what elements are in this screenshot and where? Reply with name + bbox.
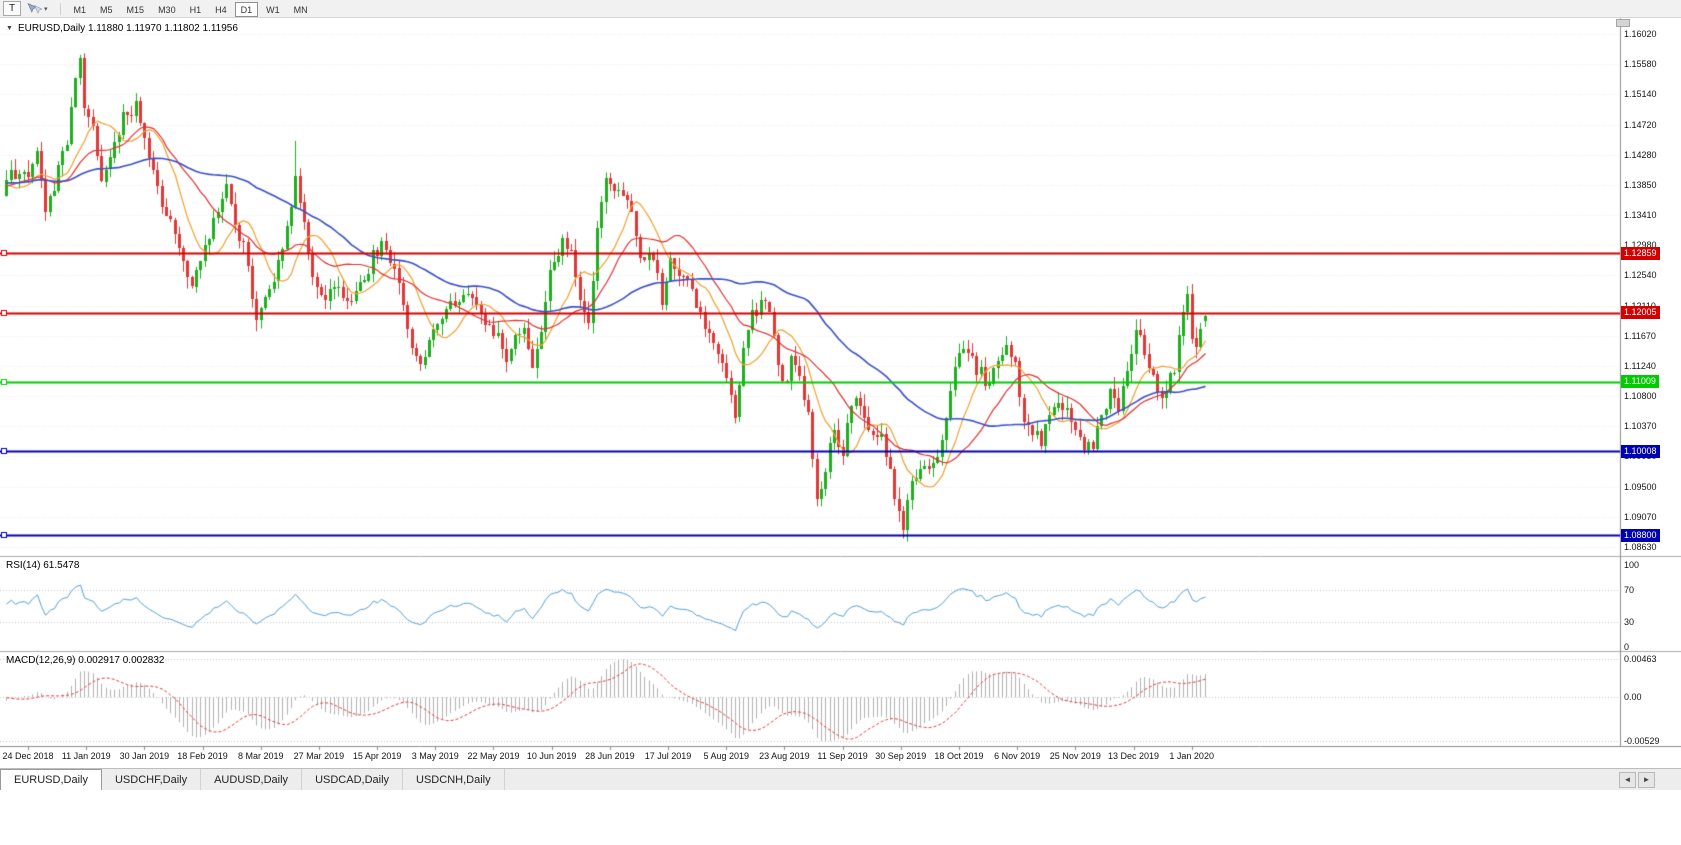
timeframe-button-h1[interactable]: H1: [184, 2, 208, 17]
date-label: 24 Dec 2018: [2, 751, 54, 761]
date-label: 5 Aug 2019: [703, 751, 749, 761]
cursor-tool-icon: [27, 3, 42, 14]
panel-splitter-rsi[interactable]: [0, 554, 1681, 559]
timeframe-button-m1[interactable]: M1: [68, 2, 93, 17]
price-tick-label: 1.14280: [1624, 149, 1657, 160]
price-tick-label: 1.08630: [1624, 542, 1657, 552]
price-tick-label: 1.12980: [1624, 240, 1657, 251]
chart-tab-bar: EURUSD,Daily USDCHF,Daily AUDUSD,Daily USDC…: [0, 768, 1681, 790]
date-label: 23 Aug 2019: [759, 751, 810, 761]
date-label: 15 Apr 2019: [352, 751, 402, 761]
chart-tab-eurusd[interactable]: EURUSD,Daily: [0, 769, 102, 790]
timeframe-button-w1[interactable]: W1: [260, 2, 286, 17]
price-line-tag[interactable]: 1.12859: [1621, 246, 1660, 260]
date-label: 13 Dec 2019: [1107, 751, 1160, 761]
date-label: 22 May 2019: [467, 751, 520, 761]
macd-level-label: 0.00463: [1624, 654, 1657, 664]
timeframe-button-m30[interactable]: M30: [152, 2, 182, 17]
price-line-tag[interactable]: 1.12005: [1621, 306, 1660, 320]
rsi-level-label: 0: [1624, 642, 1630, 652]
chart-tab-usdcad[interactable]: USDCAD,Daily: [302, 769, 404, 790]
chart-title: ▼ EURUSD,Daily 1.11880 1.11970 1.11802 1…: [6, 23, 238, 34]
date-label: 30 Jan 2019: [119, 751, 170, 761]
cursor-tool-button[interactable]: ▾: [27, 3, 48, 14]
panel-splitter-macd[interactable]: [0, 649, 1681, 654]
rsi-level-label: 70: [1624, 584, 1635, 595]
price-line-tag[interactable]: 1.11009: [1621, 375, 1659, 389]
chart-tab-audusd[interactable]: AUDUSD,Daily: [201, 769, 303, 790]
date-label: 27 Mar 2019: [293, 751, 345, 761]
price-tick-label: 1.10800: [1624, 391, 1657, 402]
timeframe-button-group: M1 M5 M15 M30 H1 H4 D1 W1 MN: [67, 0, 315, 18]
tab-scroll-left-button[interactable]: ◄: [1619, 771, 1636, 788]
date-label: 3 May 2019: [411, 751, 459, 761]
timeframe-button-m15[interactable]: M15: [121, 2, 151, 17]
timeframe-button-mn[interactable]: MN: [288, 2, 314, 17]
toolbar-t-button[interactable]: T: [3, 1, 21, 16]
price-tick-label: 1.16020: [1624, 29, 1657, 39]
collapse-arrow-icon[interactable]: ▼: [6, 25, 13, 32]
price-tick-label: 1.14720: [1624, 119, 1657, 130]
price-line-tag[interactable]: 1.08800: [1621, 528, 1660, 542]
dropdown-caret-icon: ▾: [44, 5, 48, 13]
price-tick-label: 1.13410: [1624, 210, 1657, 221]
price-line-tag[interactable]: 1.10008: [1621, 444, 1660, 458]
chart-tab-usdchf[interactable]: USDCHF,Daily: [101, 769, 202, 790]
date-label: 11 Jan 2019: [61, 751, 111, 761]
date-label: 18 Feb 2019: [177, 751, 228, 761]
rsi-level-label: 100: [1624, 560, 1640, 570]
date-label: 6 Nov 2019: [994, 751, 1041, 761]
rsi-level-label: 30: [1624, 617, 1635, 628]
price-tick-label: 1.15580: [1624, 59, 1657, 70]
price-tick-label: 1.12110: [1624, 301, 1656, 311]
price-tick-label: 1.11670: [1624, 330, 1656, 341]
timeframe-button-d1[interactable]: D1: [234, 2, 259, 17]
tabs-container: EURUSD,Daily USDCHF,Daily AUDUSD,Daily USDC…: [0, 769, 505, 790]
price-tick-label: 1.13850: [1624, 179, 1657, 190]
date-label: 25 Nov 2019: [1049, 751, 1101, 761]
date-label: 28 Jun 2019: [585, 751, 635, 761]
rsi-indicator-label: RSI(14) 61.5478: [6, 560, 80, 571]
macd-indicator-label: MACD(12,26,9) 0.002917 0.002832: [6, 655, 165, 666]
price-tick-label: 1.09070: [1624, 511, 1657, 522]
date-label: 30 Sep 2019: [875, 751, 927, 761]
date-label: 11 Sep 2019: [817, 751, 868, 761]
timeframe-button-h4[interactable]: H4: [209, 2, 233, 17]
price-tick-label: 1.12540: [1624, 270, 1657, 281]
toolbar: T ▾ M1 M5 M15 M30 H1 H4 D1 W1 MN: [0, 0, 1681, 18]
date-label: 18 Oct 2019: [934, 751, 984, 761]
chart-tab-usdcnh[interactable]: USDCNH,Daily: [403, 769, 505, 790]
timeframe-button-m5[interactable]: M5: [94, 2, 119, 17]
date-label: 17 Jul 2019: [644, 751, 692, 761]
chart-title-text: EURUSD,Daily 1.11880 1.11970 1.11802 1.1…: [17, 23, 238, 34]
macd-level-label: -0.00529: [1624, 736, 1660, 746]
scale-scroll-thumb[interactable]: [1616, 19, 1630, 27]
toolbar-separator: [59, 2, 61, 15]
date-label: 10 Jun 2019: [526, 751, 577, 761]
tab-scroll-right-button[interactable]: ►: [1638, 771, 1655, 788]
price-tick-label: 1.11240: [1624, 360, 1656, 371]
date-label: 8 Mar 2019: [237, 751, 284, 761]
tab-scroll-buttons: ◄ ►: [1619, 769, 1681, 790]
price-tick-label: 1.10370: [1624, 421, 1657, 432]
date-label: 1 Jan 2020: [1169, 751, 1214, 761]
macd-level-label: 0.00: [1624, 692, 1642, 703]
price-tick-label: 1.09500: [1624, 481, 1657, 492]
price-tick-label: 1.15140: [1624, 89, 1657, 100]
